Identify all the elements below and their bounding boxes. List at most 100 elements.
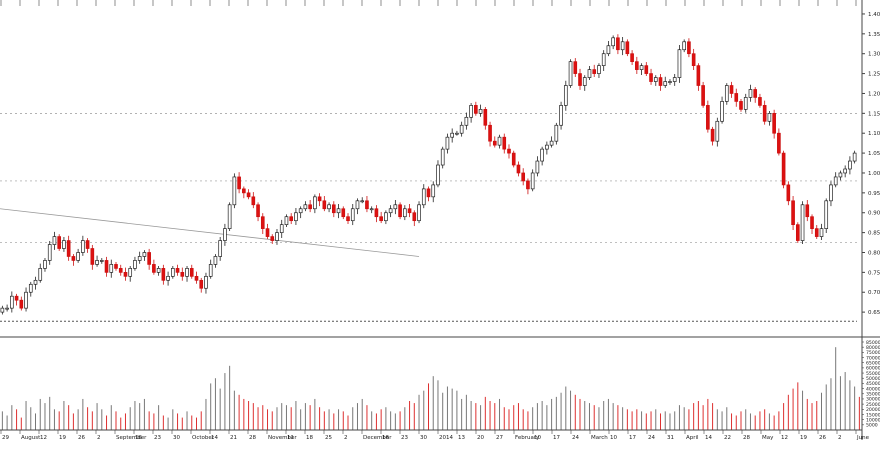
candle-body: [242, 188, 246, 194]
candle-body: [440, 148, 445, 166]
candle-body: [199, 279, 204, 289]
x-tick-label: 14: [211, 435, 218, 441]
candle-body: [582, 77, 587, 86]
candle-body: [123, 272, 128, 277]
candle-body: [279, 224, 284, 233]
candle-body: [795, 224, 800, 241]
candle-body: [14, 295, 19, 301]
candle-body: [573, 61, 578, 74]
candle-body: [762, 105, 767, 122]
candle-body: [194, 275, 199, 281]
candle-body: [682, 41, 686, 51]
candle-body: [256, 204, 260, 218]
candle-body: [57, 236, 62, 249]
candle-body: [360, 200, 365, 203]
x-tick-label: 12: [40, 435, 47, 441]
volume-tick-label: 45000: [866, 381, 880, 387]
candle-body: [327, 204, 331, 210]
x-tick-label: October: [192, 435, 215, 441]
candle-body: [19, 299, 24, 309]
candle-body: [568, 61, 573, 86]
volume-tick-label: 85000: [866, 340, 880, 346]
candle-body: [549, 140, 554, 146]
x-tick-label: 26: [819, 435, 826, 441]
candle-body: [748, 89, 753, 98]
candle-body: [838, 172, 843, 178]
candle-body: [341, 208, 346, 218]
candle-body: [488, 124, 492, 142]
candle-body: [412, 212, 417, 222]
candle-body: [819, 228, 824, 237]
candle-body: [128, 268, 133, 277]
candle-body: [521, 172, 526, 182]
grid-layer: [0, 112, 857, 322]
x-tick-label: 23: [401, 435, 408, 441]
candle-body: [331, 204, 336, 214]
candle-body: [800, 204, 805, 241]
candle-body: [118, 268, 123, 273]
volume-tick-label: 65000: [866, 361, 880, 367]
candle-body: [653, 77, 658, 82]
candle-body: [109, 264, 114, 273]
candle-body: [767, 112, 772, 122]
candle-body: [706, 105, 710, 130]
y-tick-label: 1.30: [868, 52, 880, 58]
candle-body: [43, 260, 47, 269]
x-tick-label: 31: [667, 435, 674, 441]
x-tick-label: 17: [553, 435, 560, 441]
y-tick-label: 0.80: [868, 250, 880, 256]
candle-body: [691, 53, 696, 66]
candle-body: [563, 85, 568, 106]
candle-body: [369, 208, 374, 211]
candle-body: [535, 160, 540, 174]
candle-body: [743, 97, 748, 110]
x-tick-label: 19: [800, 435, 807, 441]
x-tick-label: 13: [458, 435, 465, 441]
candle-body: [843, 168, 847, 174]
candle-body: [526, 180, 530, 190]
candle-body: [786, 184, 791, 202]
candle-body: [554, 124, 559, 142]
candle-body: [355, 200, 360, 210]
x-tick-label: 16: [135, 435, 142, 441]
y-tick-label: 0.95: [868, 191, 880, 197]
candle-body: [81, 240, 85, 253]
y-tick-label: 0.70: [868, 290, 880, 296]
candle-body: [66, 240, 71, 257]
candle-body: [724, 85, 729, 102]
candle-body: [677, 49, 682, 78]
volume-tick-label: 35000: [866, 392, 880, 398]
x-tick-label: 19: [59, 435, 66, 441]
x-tick-label: 30: [173, 435, 180, 441]
x-tick-label: August: [21, 435, 41, 441]
candle-body: [578, 73, 582, 86]
x-tick-label: 14: [705, 435, 712, 441]
candle-body: [10, 295, 14, 309]
x-tick-label: December: [363, 435, 392, 441]
volume-layer: [1, 347, 860, 430]
x-tick-label: 12: [781, 435, 788, 441]
candle-body: [180, 272, 185, 277]
y-tick-label: 0.65: [868, 310, 880, 316]
candle-body: [365, 200, 369, 210]
volume-tick-label: 60000: [866, 366, 880, 372]
candle-body: [777, 132, 781, 154]
candle-body: [208, 264, 213, 277]
candle-body: [507, 148, 511, 154]
candle-body: [696, 65, 701, 86]
volume-tick-label: 50000: [866, 376, 880, 382]
x-tick-label: 29: [2, 435, 9, 441]
candle-body: [189, 268, 194, 277]
candle-body: [90, 248, 95, 265]
candle-body: [71, 256, 76, 261]
candle-body: [417, 204, 421, 222]
candle-body: [152, 264, 156, 273]
candle-body: [720, 101, 724, 122]
x-tick-label: 10: [534, 435, 541, 441]
candle-body: [156, 268, 161, 273]
candle-body: [601, 53, 606, 66]
volume-tick-label: 25000: [866, 402, 880, 408]
candle-body: [62, 240, 66, 249]
